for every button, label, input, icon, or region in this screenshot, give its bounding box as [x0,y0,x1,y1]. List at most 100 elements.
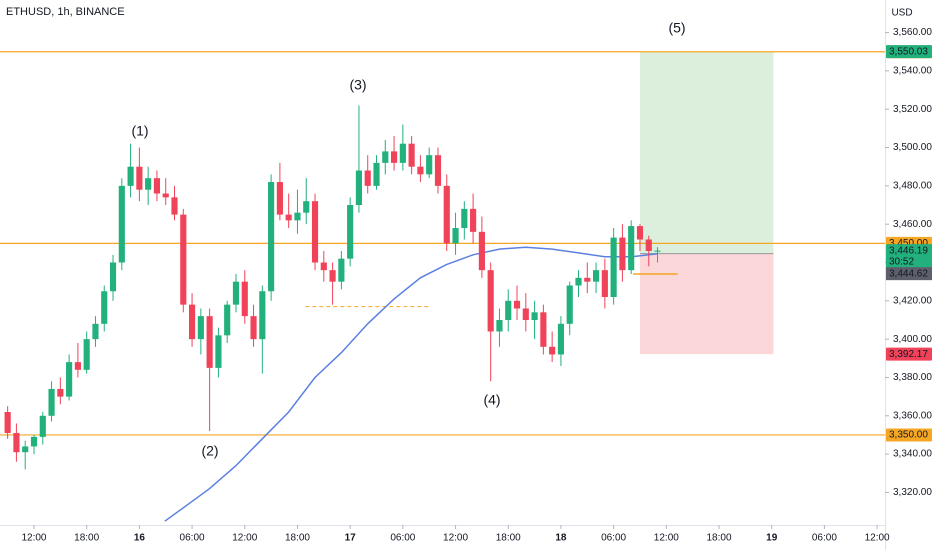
level-tag: 3,450.00 [889,238,928,249]
candle-body [461,208,468,229]
candle-body [619,237,626,271]
candle-body [162,193,169,198]
candle-body [215,335,222,368]
candle-body [145,178,152,190]
candle-body [39,415,46,437]
y-tick-label: 3,380.00 [893,372,932,383]
candle-body [575,277,582,286]
x-tick-label: 19 [766,533,778,544]
candle-body [329,270,336,282]
candle-body [434,155,442,186]
candle-body [540,312,547,347]
candle-body [259,291,266,340]
stop-tag: 3,392.17 [889,349,928,360]
candle-body [250,316,257,340]
x-tick-label: 06:00 [601,533,626,544]
candle-body [487,270,494,332]
candle-body [470,208,477,232]
candle-body [522,308,529,320]
target-tag-bg [886,45,932,59]
candle-body [268,182,275,292]
candle-body [311,201,319,263]
candle-body [347,205,354,259]
x-tick-label: 17 [345,533,357,544]
level-tag-bg [886,428,932,442]
candle-body [320,262,327,271]
y-tick-label: 3,560.00 [893,27,932,38]
candle-body [109,262,117,292]
stop-zone [639,253,774,355]
candle-body [127,166,134,186]
candle-body [66,362,73,397]
candle-body [232,281,240,305]
symbol-title: ETHUSD, 1h, BINANCE [6,6,125,18]
candle-body [592,270,600,282]
stop-tag-bg [886,347,932,361]
x-tick-label: 18:00 [285,533,310,544]
candle-body [276,182,283,215]
x-tick-label: 06:00 [390,533,415,544]
candle-body [496,319,503,332]
wave-label: (5) [668,20,685,36]
candle-body [118,185,125,263]
y-tick-label: 3,540.00 [893,66,932,77]
candle-body [22,446,29,453]
x-tick-label: 12:00 [21,533,46,544]
x-tick-label: 12:00 [443,533,468,544]
x-tick-label: 06:00 [180,533,205,544]
candle-body [153,178,161,194]
candle-body [101,291,108,324]
candle-body [83,339,90,370]
candle-body [505,300,512,320]
x-tick-label: 12:00 [654,533,679,544]
y-tick-label: 3,420.00 [893,295,932,306]
candle-body [180,214,187,305]
candle-body [399,143,406,163]
entry-tag-bg [886,267,932,281]
candle-body [628,226,635,271]
candle-body [601,270,608,297]
x-tick-label: 18:00 [496,533,521,544]
y-tick-label: 3,520.00 [893,104,932,115]
candle-body [452,228,459,244]
candle-body [30,436,38,447]
y-tick-label: 3,400.00 [893,334,932,345]
candle-body [338,258,345,282]
candle-body [4,411,11,434]
candle-body [303,201,310,213]
x-tick-label: 12:00 [865,533,890,544]
candle-body [171,197,178,215]
x-tick-label: 18 [555,533,567,544]
candle-body [645,239,652,252]
candle-body [74,362,81,370]
entry-tag: 3,444.62 [889,268,928,279]
wave-label: (2) [201,443,218,459]
candle-body [197,316,204,340]
y-tick-label: 3,360.00 [893,410,932,421]
candle-body [549,346,556,355]
candle-body [478,231,485,271]
x-tick-label: 06:00 [812,533,837,544]
candle-body [636,226,644,240]
y-tick-label: 3,340.00 [893,449,932,460]
candle-body [355,170,363,206]
wave-label: (4) [483,392,500,408]
candle-body [188,304,196,340]
candle-body [294,212,301,221]
y-tick-label: 3,480.00 [893,180,932,191]
plot-area [0,51,885,522]
y-tick-label: 3,500.00 [893,142,932,153]
currency-label[interactable]: USD [891,8,912,19]
candle-body [531,312,538,320]
candle-body [136,166,143,190]
candle-body [584,277,591,282]
candle-body [557,323,565,355]
candle-body [566,285,573,324]
y-tick-label: 3,460.00 [893,219,932,230]
wave-label: (1) [131,123,148,139]
candle-body [206,316,213,368]
moving-average [164,246,658,522]
candle-body [13,433,20,453]
last-price-tag: 3,446.19 [889,245,928,256]
